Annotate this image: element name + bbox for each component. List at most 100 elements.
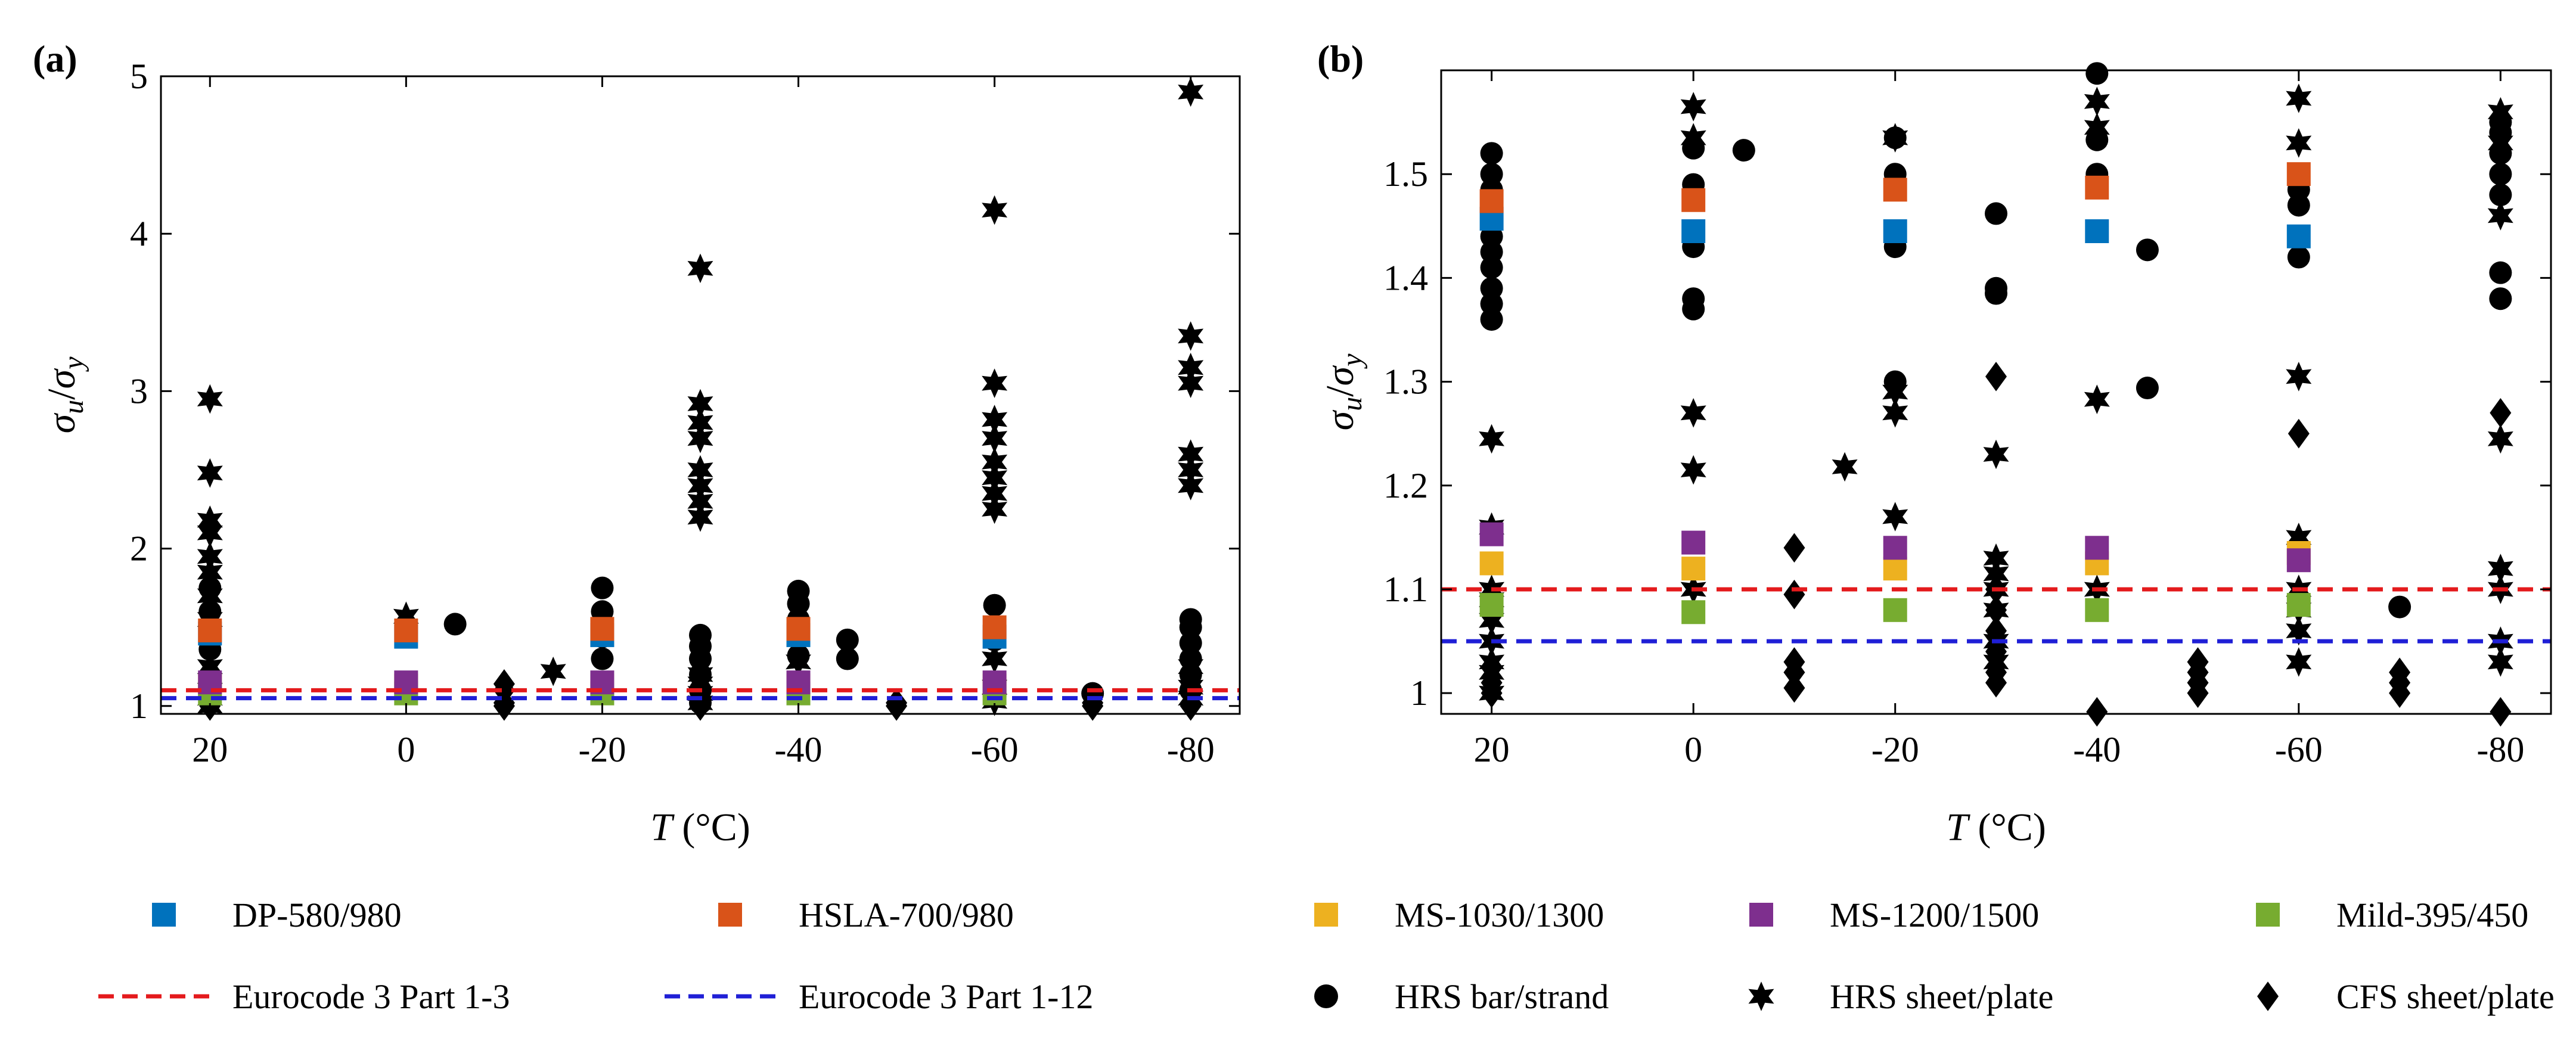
panel-b-hrs-sheet-plate-point: [1882, 377, 1908, 407]
panel-a-hrs-sheet-plate-point: [1178, 353, 1204, 383]
panel-b-y-tick-label: 1.1: [1383, 570, 1428, 609]
panel-a-hrs-sheet-plate-point: [1178, 321, 1204, 351]
panel-b-dp-580-980-point: [1681, 219, 1706, 243]
panel-b-hrs-sheet-plate-point: [1680, 455, 1706, 485]
panel-b-hrs-sheet-plate-point: [2286, 83, 2312, 113]
panel-a-hrs-bar-strand-point: [689, 623, 712, 647]
panel-a-hrs-sheet-plate-point: [1178, 368, 1204, 398]
panel-a-hrs-sheet-plate-point: [982, 423, 1008, 453]
panel-b-ms-1200-1500-point: [2286, 548, 2311, 573]
panel-b-x-tick-label: -60: [2275, 730, 2323, 769]
panel-b-hrs-sheet-plate-point: [2487, 97, 2513, 127]
panel-a-hrs-sheet-plate-point: [786, 647, 811, 677]
panel-b-hrs-bar-strand-point: [1480, 256, 1503, 279]
panel-b-hrs-bar-strand-point: [1480, 276, 1503, 300]
panel-a-hsla-700-980-point: [198, 618, 222, 642]
panel-b-hrs-sheet-plate-point: [1882, 502, 1908, 532]
panel-a-hrs-sheet-plate-point: [687, 253, 713, 284]
panel-b-cfs-sheet-plate-point: [1783, 579, 1805, 610]
panel-b-hrs-bar-strand-point: [1480, 142, 1503, 165]
panel-a-hrs-sheet-plate-point: [982, 479, 1008, 508]
panel-b-x-tick-label: 0: [1684, 730, 1702, 769]
panel-a-hrs-sheet-plate-point: [197, 458, 223, 488]
panel-a-x-tick-label: -20: [578, 730, 626, 769]
panel-a-y-axis-label: σu/σy: [40, 356, 89, 433]
panel-a-hrs-sheet-plate-point: [393, 601, 419, 631]
legend-label: MS-1030/1300: [1395, 896, 1604, 934]
panel-a-hrs-sheet-plate-point: [687, 389, 713, 419]
panel-b-cfs-sheet-plate-point: [2490, 398, 2512, 428]
panel-b-ms-1030-1300-point: [1681, 557, 1706, 581]
panel-a-hrs-sheet-plate-point: [982, 368, 1008, 398]
panel-b-hrs-sheet-plate-point: [2487, 128, 2513, 158]
panel-b-y-tick-label: 1.4: [1383, 258, 1428, 297]
panel-a-x-tick-label: 0: [397, 730, 415, 769]
legend-item-ms-1030-1300: MS-1030/1300: [1314, 896, 1604, 934]
legend-label: HSLA-700/980: [799, 896, 1014, 934]
panel-a-hrs-sheet-plate-point: [687, 486, 713, 517]
panel-b-cfs-sheet-plate-point: [1985, 636, 2007, 667]
panel-a-cfs-sheet-plate-point: [886, 688, 908, 718]
panel-a-cfs-sheet-plate-point: [1082, 688, 1104, 718]
panel-b-cfs-sheet-plate-point: [1985, 657, 2007, 688]
panel-a-hrs-sheet-plate-point: [982, 447, 1008, 477]
panel-b-cfs-sheet-plate-point: [2389, 657, 2411, 688]
panel-b-hsla-700-980-point: [2085, 175, 2109, 200]
panel-a-x-axis-label: T (°C): [650, 806, 750, 849]
legend: DP-580/980 HSLA-700/980 MS-1030/1300 MS-120…: [98, 896, 2555, 1016]
panel-a-hsla-700-980-point: [786, 617, 811, 641]
panel-a-hrs-sheet-plate-point: [982, 405, 1008, 434]
legend-swatch: [1314, 903, 1338, 927]
panel-b-x-tick-label: -20: [1872, 730, 1919, 769]
panel-b-hrs-sheet-plate-point: [2487, 647, 2513, 677]
legend-item-eurocode-3-part-1-3: Eurocode 3 Part 1-3: [98, 977, 510, 1016]
panel-b-hrs-sheet-plate-point: [1882, 398, 1908, 428]
panel-b-marks: [1441, 62, 2551, 727]
panel-a-y-tick-label: 4: [130, 214, 148, 253]
panel-b-hrs-sheet-plate-point: [2286, 647, 2312, 677]
panel-a-hrs-sheet-plate-point: [1178, 455, 1204, 485]
panel-a-x-tick-label: 20: [192, 730, 228, 769]
panel-b-hrs-bar-strand-point: [1682, 287, 1705, 310]
panel-a-hrs-sheet-plate-point: [982, 462, 1008, 493]
legend-label: HRS sheet/plate: [1830, 977, 2053, 1016]
panel-a-x-tick-label: -40: [775, 730, 823, 769]
panel-b-hrs-bar-strand-point: [1480, 163, 1503, 186]
panel-b-cfs-sheet-plate-point: [1783, 533, 1805, 563]
panel-a-hrs-bar-strand-point: [787, 579, 810, 602]
panel-a-hrs-sheet-plate-point: [687, 423, 713, 453]
legend-swatch: [1748, 981, 1774, 1011]
panel-a-hrs-bar-strand-point: [443, 613, 467, 636]
panel-b-hrs-sheet-plate-point: [1983, 543, 2009, 573]
panel-b-y-tick-label: 1.5: [1383, 154, 1428, 194]
panel-b-hrs-sheet-plate-point: [1479, 424, 1505, 454]
panel-b-ticks: 20 0 -20 -40 -60 -80 1 1.1 1.2 1.3 1.4 1.5: [1383, 70, 2551, 769]
panel-b-hrs-bar-strand-point: [1480, 292, 1503, 315]
panel-b-hrs-bar-strand-point: [2489, 261, 2512, 284]
panel-b-cfs-sheet-plate-point: [1783, 647, 1805, 677]
legend-item-dp-580-980: DP-580/980: [152, 896, 402, 934]
panel-b-hrs-sheet-plate-point: [2487, 201, 2513, 231]
panel-b-x-tick-label: -40: [2073, 730, 2121, 769]
legend-swatch: [2257, 981, 2279, 1011]
legend-label: HRS bar/strand: [1395, 977, 1609, 1016]
panel-a-x-tick-label: -60: [971, 730, 1019, 769]
panel-b-mild-395-450-point: [1479, 593, 1504, 617]
panel-b-hrs-bar-strand-point: [2136, 238, 2159, 262]
panel-b-hrs-sheet-plate-point: [2084, 86, 2110, 117]
panel-a-hrs-bar-strand-point: [983, 594, 1006, 617]
legend-swatch: [718, 903, 742, 927]
panel-a-label: (a): [33, 38, 77, 80]
panel-a-hrs-bar-strand-point: [836, 647, 859, 670]
panel-b-hrs-bar-strand-point: [2489, 184, 2512, 207]
legend-item-hsla-700-980: HSLA-700/980: [718, 896, 1014, 934]
panel-a-hrs-bar-strand-point: [591, 647, 614, 670]
panel-b-hrs-bar-strand-point: [2489, 287, 2512, 310]
panel-b-label: (b): [1317, 38, 1364, 80]
legend-swatch: [152, 903, 176, 927]
panel-b-ms-1200-1500-point: [1681, 530, 1706, 555]
panel-b-hsla-700-980-point: [1479, 189, 1504, 213]
panel-b-y-tick-label: 1: [1410, 673, 1428, 713]
panel-b-hrs-sheet-plate-point: [2286, 523, 2312, 552]
